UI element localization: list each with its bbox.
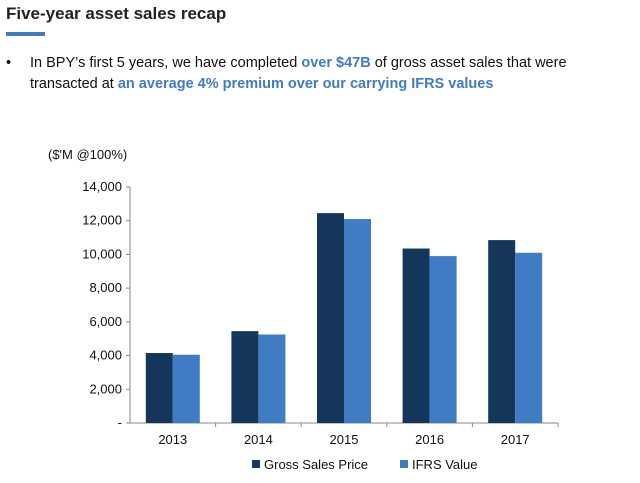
bar-gross-sales-price-2014 — [231, 331, 259, 423]
bar-gross-sales-price-2013 — [145, 353, 173, 423]
bullet-marker: • — [6, 55, 12, 71]
bar-gross-sales-price-2015 — [317, 213, 344, 423]
y-tick-label: 2,000 — [89, 381, 122, 396]
bar-gross-sales-price-2017 — [488, 240, 516, 423]
y-tick-label: 12,000 — [82, 213, 122, 228]
bullet-text-part-1: In BPY’s first 5 years, we have complete… — [30, 55, 302, 71]
y-tick-label: 8,000 — [89, 280, 122, 295]
legend-swatch-0 — [252, 460, 260, 468]
bullet-text-part-2: of gross asset sales that were transacte… — [30, 55, 567, 92]
legend-swatch-1 — [400, 460, 408, 468]
bullet-highlight-total: over $47B — [301, 55, 371, 71]
x-tick-label: 2017 — [501, 432, 530, 447]
chart-unit-label: ($'M @100%) — [48, 147, 128, 162]
bar-ifrs-value-2017 — [515, 252, 543, 423]
x-tick-label: 2015 — [330, 432, 359, 447]
page-title: Five-year asset sales recap — [6, 4, 227, 23]
x-tick-label: 2013 — [158, 432, 187, 447]
x-tick-label: 2016 — [415, 432, 444, 447]
y-tick-label: 14,000 — [82, 179, 122, 194]
x-tick-label: 2014 — [244, 432, 273, 447]
legend-label: IFRS Value — [412, 457, 478, 472]
bar-ifrs-value-2015 — [344, 219, 371, 423]
y-tick-label: 4,000 — [89, 348, 122, 363]
title-accent-rule — [6, 32, 45, 36]
y-tick-label: 6,000 — [89, 314, 122, 329]
y-tick-label: - — [118, 415, 122, 430]
bullet-highlight-premium: an average 4% premium over our carrying … — [117, 76, 494, 92]
y-tick-label: 10,000 — [82, 246, 122, 261]
bar-gross-sales-price-2016 — [402, 248, 430, 423]
legend-label: Gross Sales Price — [264, 457, 368, 472]
bar-ifrs-value-2013 — [172, 354, 200, 423]
bar-ifrs-value-2016 — [429, 256, 457, 423]
bar-ifrs-value-2014 — [258, 334, 286, 423]
bullet-text: In BPY’s first 5 years, we have complete… — [30, 53, 636, 95]
